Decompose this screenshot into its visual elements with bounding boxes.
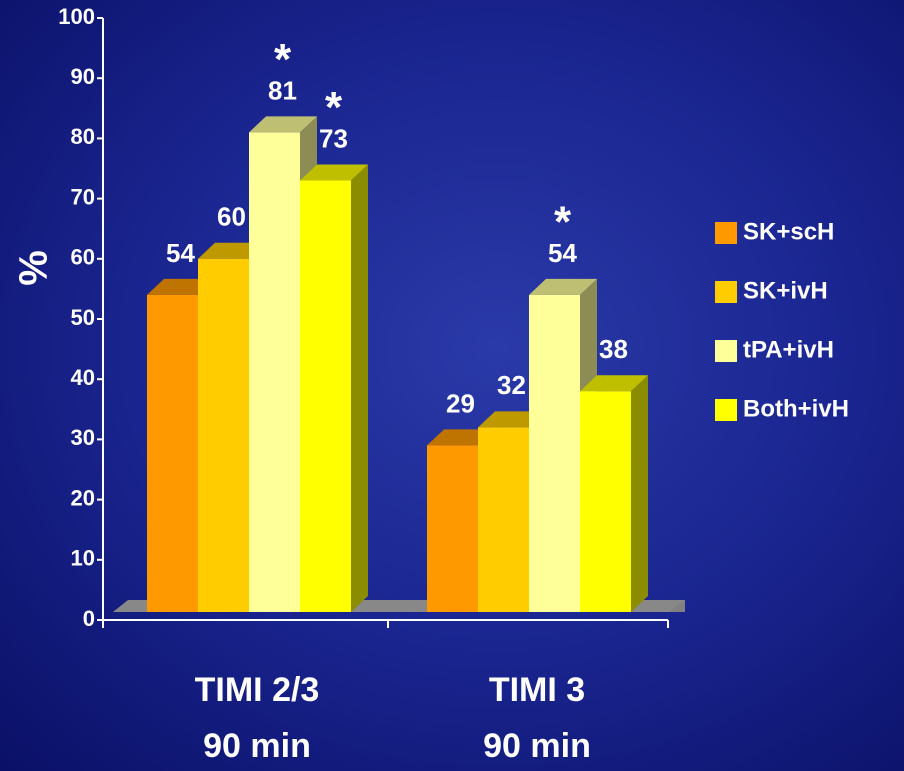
bar-face [198, 258, 249, 612]
bar-face [300, 180, 351, 613]
bar-face [300, 164, 368, 181]
value-label: 54 [548, 238, 577, 268]
value-label: 60 [217, 202, 246, 232]
legend-label: tPA+ivH [743, 336, 834, 363]
x-category-label: TIMI 3 90 min [483, 671, 591, 765]
bar-face [427, 445, 478, 612]
y-tick-label: 10 [71, 546, 95, 571]
value-label: 73 [319, 123, 348, 153]
bar-face [580, 375, 648, 392]
y-tick-label: 90 [71, 64, 95, 89]
value-label: 32 [497, 370, 526, 400]
bar-face [249, 116, 317, 133]
legend-label: Both+ivH [743, 395, 849, 422]
bar-face [529, 294, 580, 612]
bar-face [529, 278, 597, 295]
y-tick-label: 50 [71, 305, 95, 330]
bar-face [478, 427, 529, 612]
y-tick-label: 0 [83, 606, 95, 631]
bar-face [631, 375, 648, 612]
legend-label: SK+scH [743, 218, 834, 245]
y-tick-label: 30 [71, 425, 95, 450]
legend-swatch [715, 222, 737, 244]
y-tick-label: 40 [71, 365, 95, 390]
value-label: 29 [446, 388, 475, 418]
y-tick-label: 100 [58, 4, 95, 29]
bar-face [351, 164, 368, 613]
y-tick-label: 20 [71, 485, 95, 510]
value-label: 38 [599, 334, 628, 364]
y-tick-label: 60 [71, 245, 95, 270]
value-label: 54 [166, 238, 195, 268]
y-tick-label: 80 [71, 124, 95, 149]
significance-marker: * [325, 83, 343, 132]
legend-swatch [715, 281, 737, 303]
bar-face [249, 132, 300, 612]
y-tick-label: 70 [71, 184, 95, 209]
bar [580, 375, 648, 612]
bar [300, 164, 368, 613]
significance-marker: * [274, 35, 292, 84]
significance-marker: * [554, 198, 572, 247]
bar-face [147, 294, 198, 612]
x-category-label: TIMI 2/3 90 min [194, 671, 320, 765]
legend-swatch [715, 399, 737, 421]
bar-face [580, 391, 631, 612]
legend-label: SK+ivH [743, 277, 828, 304]
legend-swatch [715, 340, 737, 362]
value-label: 81 [268, 75, 297, 105]
y-axis-label: % [12, 250, 56, 286]
